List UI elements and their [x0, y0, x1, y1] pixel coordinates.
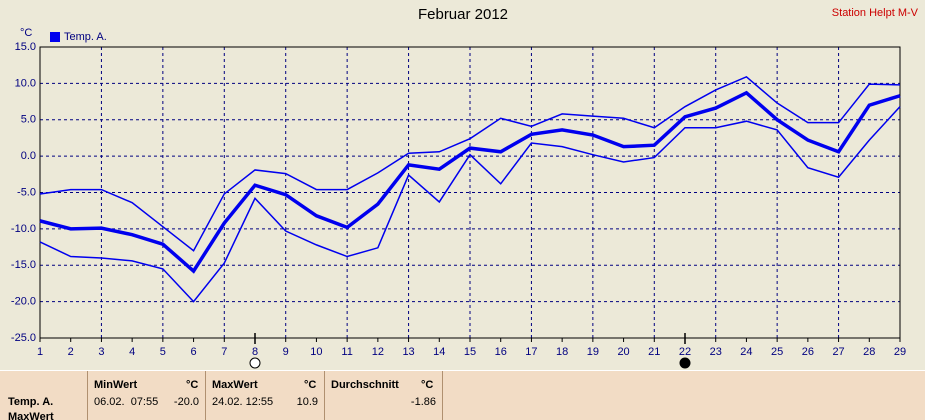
x-tick-label: 1 — [37, 346, 43, 358]
x-tick-label: 6 — [191, 346, 197, 358]
x-tick-label: 10 — [310, 346, 322, 358]
y-tick-label: 10.0 — [15, 77, 36, 89]
x-tick-label: 11 — [341, 346, 352, 358]
series-line — [39, 90, 901, 274]
x-tick-label: 12 — [372, 346, 384, 358]
x-tick-label: 4 — [129, 346, 135, 358]
col-unit: °C — [421, 379, 434, 391]
time: 24.02. 12:55 — [212, 396, 274, 408]
row-label: MaxWert — [8, 411, 54, 420]
x-tick-label: 8 — [252, 346, 258, 358]
x-tick-label: 18 — [556, 346, 568, 358]
y-tick-label: -25.0 — [11, 332, 36, 344]
moon-marker — [679, 357, 691, 369]
x-tick-label: 17 — [525, 346, 537, 358]
x-tick-label: 27 — [832, 346, 844, 358]
x-tick-label: 20 — [617, 346, 629, 358]
x-tick-label: 29 — [894, 346, 906, 358]
series-line — [39, 75, 901, 252]
legend-label: Temp. A. — [64, 31, 107, 43]
x-tick-label: 2 — [68, 346, 74, 358]
y-tick-label: -5.0 — [17, 186, 36, 198]
x-tick-label: 24 — [740, 346, 752, 358]
row-label: Temp. A. — [8, 396, 54, 408]
x-tick-label: 25 — [771, 346, 783, 358]
x-tick-label: 13 — [402, 346, 414, 358]
y-tick-label: -10.0 — [11, 223, 36, 235]
x-tick-label: 9 — [283, 346, 289, 358]
separator — [442, 371, 443, 420]
y-tick-label: -20.0 — [11, 296, 36, 308]
x-tick-label: 7 — [221, 346, 227, 358]
plot-frame — [39, 46, 901, 339]
x-tick-label: 26 — [802, 346, 814, 358]
x-tick-label: 16 — [495, 346, 507, 358]
station: Station Helpt M-V — [832, 7, 919, 19]
time: 06.02. 07:55 — [94, 396, 159, 408]
separator — [324, 371, 325, 420]
col-unit: °C — [186, 379, 199, 391]
x-tick-label: 19 — [587, 346, 599, 358]
x-tick-label: 23 — [710, 346, 722, 358]
y-tick-label: 15.0 — [15, 41, 36, 53]
y-tick-label: 5.0 — [21, 114, 36, 126]
separator — [87, 371, 88, 420]
chart: Februar 2012 Station Helpt M-V °C -25.0 -… — [10, 5, 919, 369]
x-tick-label: 22 — [679, 346, 691, 358]
col-header: Durchschnitt — [331, 379, 399, 391]
col-unit: °C — [304, 379, 317, 391]
y-tick-label: -15.0 — [11, 259, 36, 271]
legend-swatch — [50, 32, 60, 42]
x-tick-label: 14 — [433, 346, 445, 358]
moon-marker — [249, 357, 261, 369]
series-line — [39, 106, 901, 303]
x-tick-label: 5 — [160, 346, 166, 358]
col-header: MaxWert — [212, 379, 258, 391]
chart-title: Februar 2012 — [418, 6, 508, 23]
stats-panel: Temp. A. MaxWert MinWert °C 06.02. 07:55… — [0, 370, 925, 420]
col-header: MinWert — [94, 379, 138, 391]
x-tick-label: 3 — [98, 346, 104, 358]
value: 10.9 — [296, 396, 318, 408]
x-tick-label: 15 — [464, 346, 476, 358]
y-unit: °C — [20, 27, 32, 39]
y-tick-label: 0.0 — [21, 150, 36, 162]
value: -1.86 — [410, 396, 436, 408]
x-tick-label: 28 — [863, 346, 875, 358]
separator — [205, 371, 206, 420]
x-tick-label: 21 — [648, 346, 660, 358]
value: -20.0 — [173, 396, 199, 408]
